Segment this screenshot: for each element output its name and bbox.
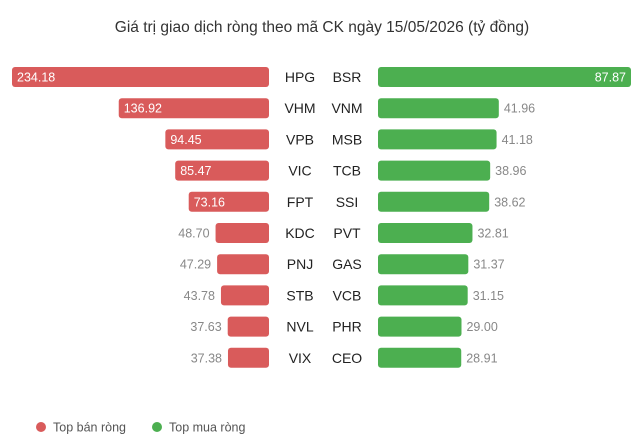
buy-value-tcb: 38.96 bbox=[495, 164, 526, 178]
sell-ticker-stb: STB bbox=[286, 287, 313, 303]
legend-marker-buy bbox=[152, 422, 162, 432]
sell-value-vhm: 136.92 bbox=[124, 102, 162, 116]
buy-value-ssi: 38.62 bbox=[494, 195, 525, 209]
sell-bar-vix[interactable] bbox=[227, 347, 269, 368]
buy-ticker-tcb: TCB bbox=[333, 163, 361, 179]
buy-value-vcb: 31.15 bbox=[473, 289, 504, 303]
sell-ticker-hpg: HPG bbox=[285, 69, 315, 85]
sell-ticker-pnj: PNJ bbox=[287, 256, 313, 272]
buy-ticker-ceo: CEO bbox=[332, 350, 362, 366]
buy-ticker-phr: PHR bbox=[332, 319, 362, 335]
chart-title: Giá trị giao dịch ròng theo mã CK ngày 1… bbox=[115, 19, 529, 36]
legend-marker-sell bbox=[36, 422, 46, 432]
buy-bar-vcb[interactable] bbox=[378, 285, 468, 306]
sell-bar-nvl[interactable] bbox=[227, 316, 269, 337]
buy-bar-pvt[interactable] bbox=[378, 223, 473, 243]
legend-label-buy: Top mua ròng bbox=[169, 421, 245, 435]
buy-ticker-vcb: VCB bbox=[333, 287, 362, 303]
buy-ticker-bsr: BSR bbox=[333, 69, 362, 85]
buy-value-msb: 41.18 bbox=[502, 133, 533, 147]
buy-bar-tcb[interactable] bbox=[378, 160, 491, 181]
buy-value-bsr: 87.87 bbox=[595, 71, 626, 85]
buy-value-vnm: 41.96 bbox=[504, 102, 535, 116]
sell-value-kdc: 48.70 bbox=[178, 227, 209, 241]
sell-ticker-vhm: VHM bbox=[284, 100, 315, 116]
buy-bar-msb[interactable] bbox=[378, 129, 497, 150]
sell-bar-vpb[interactable] bbox=[165, 129, 269, 150]
sell-value-vix: 37.38 bbox=[191, 351, 222, 365]
buy-value-pvt: 32.81 bbox=[477, 227, 508, 241]
buy-ticker-gas: GAS bbox=[332, 256, 362, 272]
buy-ticker-vnm: VNM bbox=[331, 100, 362, 116]
sell-ticker-kdc: KDC bbox=[285, 225, 315, 241]
sell-bar-vhm[interactable] bbox=[118, 98, 269, 119]
buy-value-ceo: 28.91 bbox=[466, 351, 497, 365]
sell-bar-stb[interactable] bbox=[220, 285, 269, 306]
buy-bar-ssi[interactable] bbox=[378, 191, 490, 212]
sell-ticker-vix: VIX bbox=[289, 350, 312, 366]
buy-bar-bsr[interactable] bbox=[378, 67, 631, 87]
sell-ticker-fpt: FPT bbox=[287, 194, 314, 210]
legend: Top bán ròng Top mua ròng bbox=[36, 421, 245, 435]
sell-bar-pnj[interactable] bbox=[217, 254, 269, 275]
legend-label-sell: Top bán ròng bbox=[53, 421, 126, 435]
bars-layer: 234.18 HPG 136.92 VHM 94.45 VPB 85.47 VIC 73.16 F… bbox=[12, 67, 631, 368]
sell-ticker-nvl: NVL bbox=[286, 319, 313, 335]
sell-value-fpt: 73.16 bbox=[194, 195, 225, 209]
sell-bar-kdc[interactable] bbox=[215, 223, 269, 243]
buy-value-phr: 29.00 bbox=[466, 320, 497, 334]
sell-value-hpg: 234.18 bbox=[17, 71, 55, 85]
sell-bar-vic[interactable] bbox=[175, 160, 269, 181]
sell-bar-fpt[interactable] bbox=[188, 191, 269, 212]
legend-item-sell[interactable]: Top bán ròng bbox=[36, 421, 126, 435]
sell-value-vic: 85.47 bbox=[180, 164, 211, 178]
sell-ticker-vpb: VPB bbox=[286, 131, 314, 147]
sell-value-stb: 43.78 bbox=[184, 289, 215, 303]
buy-value-gas: 31.37 bbox=[473, 258, 504, 272]
buy-bar-vnm[interactable] bbox=[378, 98, 499, 119]
sell-bar-hpg[interactable] bbox=[12, 67, 269, 87]
legend-item-buy[interactable]: Top mua ròng bbox=[152, 421, 245, 435]
sell-value-pnj: 47.29 bbox=[180, 258, 211, 272]
sell-ticker-vic: VIC bbox=[288, 163, 311, 179]
buy-bar-gas[interactable] bbox=[378, 254, 469, 275]
buy-bar-phr[interactable] bbox=[378, 316, 462, 337]
buy-ticker-ssi: SSI bbox=[336, 194, 359, 210]
buy-bar-ceo[interactable] bbox=[378, 347, 462, 368]
buy-ticker-pvt: PVT bbox=[333, 225, 361, 241]
buy-ticker-msb: MSB bbox=[332, 131, 362, 147]
sell-value-nvl: 37.63 bbox=[190, 320, 221, 334]
sell-value-vpb: 94.45 bbox=[170, 133, 201, 147]
